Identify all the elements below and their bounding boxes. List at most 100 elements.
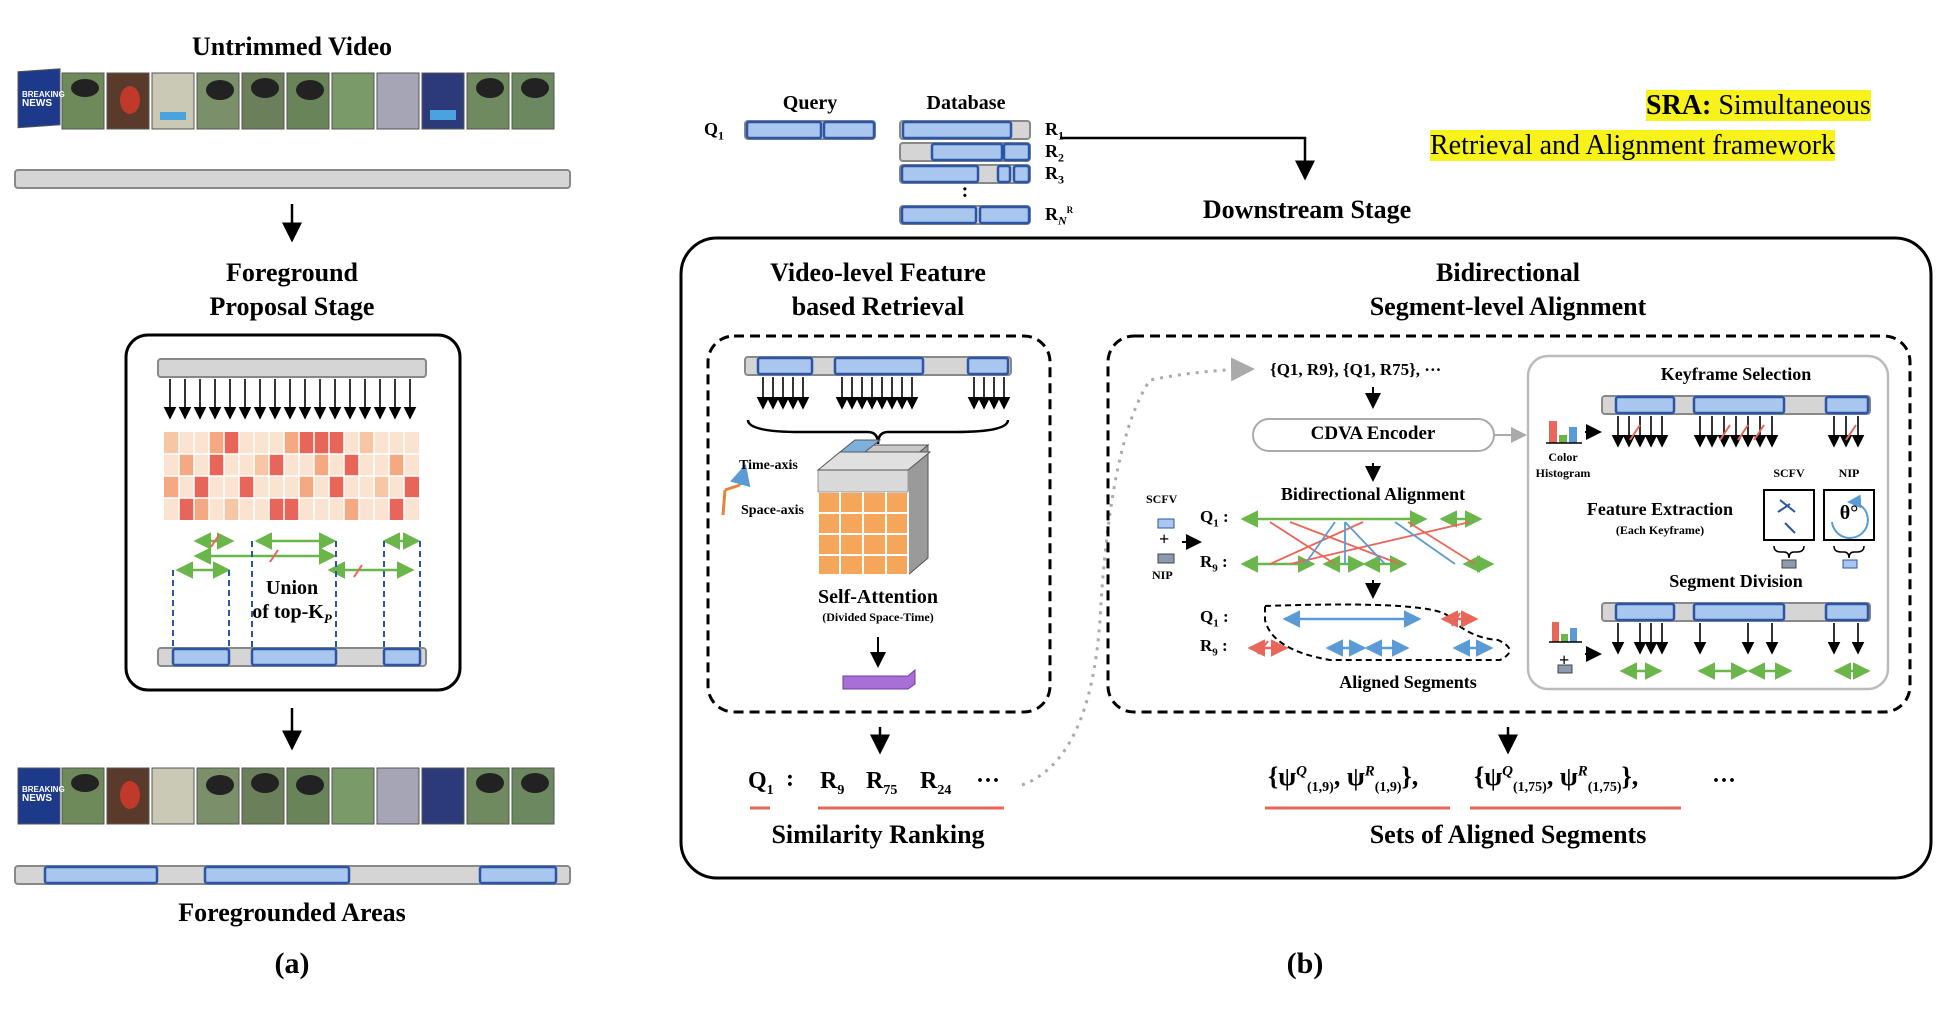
scfv-box (1763, 489, 1815, 541)
database-ellipsis: : (961, 180, 969, 202)
untrimmed-video-title: Untrimmed Video (191, 32, 393, 61)
attention-cube (816, 439, 932, 577)
foreground-segment (43, 865, 159, 885)
foreground-segment (203, 865, 351, 885)
scfv-small-label: SCFV (1773, 466, 1805, 480)
alignment-dashed-box (1106, 334, 1912, 714)
query-header: Query (782, 92, 838, 114)
sets-aligned-label: Sets of Aligned Segments (1369, 820, 1647, 849)
scfv-brace (1773, 545, 1805, 559)
time-axis-label: Time-axis (739, 458, 798, 473)
cdva-encoder-label: CDVA Encoder (1310, 423, 1436, 444)
scfv-feature-icon (1777, 499, 1796, 534)
keyframe-segment (1614, 395, 1676, 415)
dotted-connector (1021, 357, 1255, 787)
psi-ellipsis: ··· (1712, 768, 1737, 794)
keyframe-red-slashes (1629, 424, 1857, 441)
alignment-title-line1: Bidirectional (1436, 258, 1580, 287)
division-histogram-icon (1549, 622, 1582, 674)
ranking-r75: R75 (866, 768, 898, 798)
keyframe-segment (1824, 395, 1870, 415)
ranking-ellipsis: ··· (976, 768, 1001, 794)
foreground-segment (478, 865, 558, 885)
union-label-line1: Union (265, 577, 319, 599)
retrieval-segment (966, 356, 1010, 376)
database-bars (899, 120, 1031, 225)
video-frames-top (17, 68, 555, 130)
db-label-r1: R1 (1045, 119, 1064, 143)
segment-division-label: Segment Division (1669, 571, 1803, 591)
psi-set-1: {ψQ(1,9), ψR(1,9)}, (1268, 762, 1419, 796)
stage-title-line1: Foreground (226, 258, 358, 287)
downstream-stage-title: Downstream Stage (1202, 195, 1412, 224)
query-label: Q1 (704, 119, 725, 143)
sra-title-line2: Retrieval and Alignment framework (1430, 130, 1836, 161)
theta-label: θ° (1839, 502, 1859, 524)
proposal-segment (250, 647, 338, 667)
ranking-r24: R24 (920, 768, 952, 798)
score-heatmap (164, 432, 419, 520)
self-attention-label: Self-Attention (818, 586, 938, 608)
downstream-arrow (1060, 136, 1315, 181)
query-segment (745, 120, 823, 140)
division-segment (1824, 602, 1870, 622)
retrieval-arrows (756, 377, 1011, 410)
aligned-segments-label: Aligned Segments (1339, 672, 1477, 692)
nip-cube-icon (1157, 553, 1175, 564)
space-axis-arrow-h (724, 483, 741, 492)
proposal-arrows (163, 379, 417, 420)
foregrounded-areas-title: Foregrounded Areas (178, 898, 406, 927)
db-label-r3: R3 (1045, 163, 1064, 187)
keyframe-segment (1692, 395, 1786, 415)
nip-label: NIP (1152, 568, 1173, 582)
r9-row-label: R9 : (1200, 552, 1228, 575)
retrieval-segment (833, 356, 925, 376)
db-label-r2: R2 (1045, 141, 1064, 165)
ranking-colon: : (786, 766, 794, 792)
video-feature-vector (842, 668, 916, 690)
union-dashes (172, 541, 421, 648)
proposal-segment (171, 647, 231, 667)
scfv-output-cube (1781, 559, 1797, 569)
feature-extraction-label: Feature Extraction (1586, 499, 1734, 519)
retrieval-dashed-box (706, 334, 1052, 714)
aligned-arrows (1247, 610, 1494, 657)
color-histogram-label-line1: Color (1548, 450, 1578, 464)
space-axis-label: Space-axis (741, 503, 804, 518)
aligned-region (1264, 603, 1511, 661)
q1-row-label: Q1 : (1200, 507, 1229, 530)
main-framework-box (679, 236, 1933, 880)
keyframe-panel (1526, 354, 1890, 691)
similarity-ranking-label: Similarity Ranking (771, 820, 985, 849)
scfv-cube-icon (1157, 518, 1175, 529)
query-segment (822, 120, 876, 140)
proposal-red-slashes (210, 534, 363, 578)
keyframe-arrows (1611, 416, 1865, 448)
breaking-news-badge: BREAKING NEWS (22, 785, 65, 804)
scfv-label: SCFV (1146, 492, 1178, 506)
proposal-green-arrows (175, 532, 421, 579)
db-label-rn: RNR (1045, 204, 1074, 228)
ranking-query: Q1 (748, 768, 774, 798)
rotation-icon (1831, 494, 1869, 539)
retrieval-segment (756, 356, 814, 376)
merge-brace (746, 419, 1010, 445)
nip-small-label: NIP (1838, 466, 1860, 480)
database-header: Database (926, 92, 1006, 114)
q1-aligned-label: Q1 : (1200, 607, 1229, 630)
caption-a: (a) (274, 947, 310, 980)
proposal-input-bar (157, 358, 427, 378)
bidirectional-lines (1240, 510, 1495, 573)
breaking-news-badge: BREAKING NEWS (22, 90, 65, 109)
space-axis-arrow-v (721, 489, 727, 516)
histogram-icon (1546, 421, 1582, 444)
untrimmed-video-bar (14, 169, 571, 189)
r9-aligned-label: R9 : (1200, 636, 1228, 659)
retrieval-title-line1: Video-level Feature (770, 258, 986, 287)
keyframe-selection-label: Keyframe Selection (1660, 364, 1812, 384)
proposal-segment (382, 647, 422, 667)
division-plus-label: + (1559, 650, 1570, 670)
union-label-line2: of top-KP (252, 601, 332, 626)
alignment-title-line2: Segment-level Alignment (1369, 292, 1647, 321)
